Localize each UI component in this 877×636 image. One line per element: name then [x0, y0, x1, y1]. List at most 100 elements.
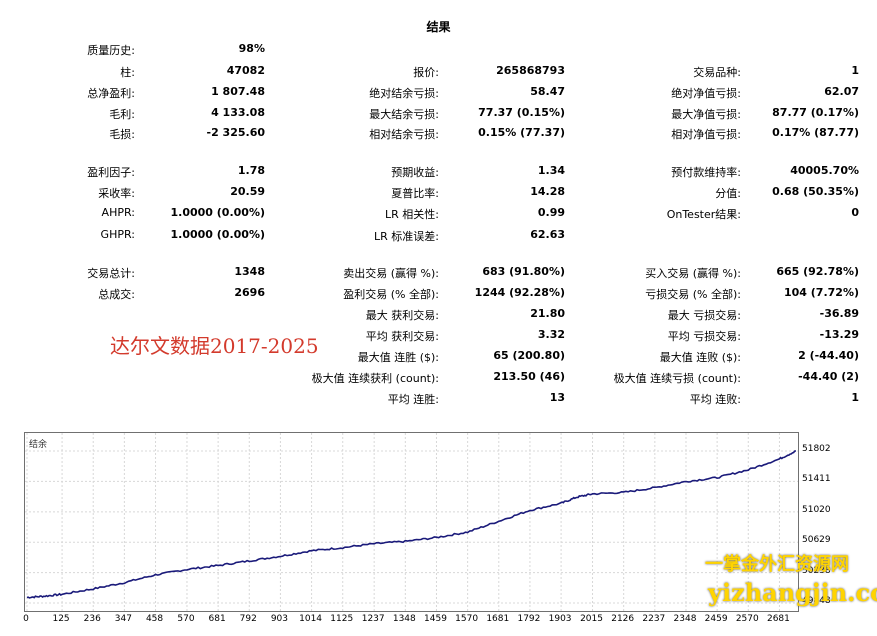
stat-label: LR 相关性: — [385, 208, 439, 221]
stat-label: 最大 亏损交易: — [667, 309, 741, 322]
y-tick-label: 51411 — [802, 474, 831, 485]
x-tick-label: 1459 — [424, 614, 447, 624]
stat-label: 最大结余亏损: — [369, 108, 439, 121]
x-tick-label: 125 — [52, 614, 70, 624]
stat-value: -36.89 — [819, 307, 859, 320]
stat-label: LR 标准误差: — [374, 230, 439, 243]
stat-label: 极大值 连续获利 (count): — [311, 372, 439, 385]
stat-label: 最大值 连败 ($): — [659, 351, 741, 364]
stat-value: 0.17% (87.77) — [772, 126, 859, 139]
stat-value: 1.0000 (0.00%) — [170, 206, 266, 219]
stat-label: AHPR: — [101, 206, 135, 219]
stat-value: -2 325.60 — [206, 126, 266, 139]
stat-label: 夏普比率: — [391, 187, 439, 200]
x-tick-label: 2681 — [766, 614, 790, 624]
stat-label: GHPR: — [100, 228, 135, 241]
stat-label: 预付款维持率: — [671, 166, 741, 179]
stat-label: 亏损交易 (% 全部): — [645, 288, 741, 301]
x-tick-label: 2237 — [642, 614, 666, 624]
stat-label: 报价: — [413, 66, 439, 79]
stat-label: 绝对净值亏损: — [671, 87, 741, 100]
stat-label: OnTester结果: — [666, 208, 741, 221]
y-tick-label: 49848 — [802, 596, 831, 606]
stat-value: 62.07 — [824, 85, 859, 98]
x-tick-label: 1348 — [392, 614, 416, 624]
y-tick-label: 51020 — [802, 504, 831, 515]
stat-value: 213.50 (46) — [493, 370, 565, 383]
stat-label: 预期收益: — [391, 166, 439, 179]
x-tick-label: 1237 — [361, 614, 385, 624]
balance-chart: 结余 — [24, 432, 799, 612]
x-tick-label: 1903 — [548, 614, 572, 624]
stat-value: 0 — [851, 206, 859, 219]
stat-value: 62.63 — [530, 228, 565, 241]
stat-value: 665 (92.78%) — [776, 265, 859, 278]
stat-label: 盈利因子: — [87, 166, 135, 179]
stat-value: 0.99 — [537, 206, 565, 219]
x-tick-label: 1014 — [299, 614, 323, 624]
stat-value: 65 (200.80) — [493, 349, 565, 362]
stat-value: 4 133.08 — [211, 106, 265, 119]
y-tick-label: 51802 — [802, 444, 831, 454]
y-tick-label: 50238 — [802, 565, 831, 576]
stat-label: 极大值 连续亏损 (count): — [613, 372, 741, 385]
stat-value: 14.28 — [530, 185, 565, 198]
x-tick-label: 1125 — [330, 614, 354, 624]
stat-value: 1.0000 (0.00%) — [170, 228, 266, 241]
stat-value: 104 (7.72%) — [783, 286, 859, 299]
stat-label: 质量历史: — [87, 44, 135, 57]
stat-value: 77.37 (0.15%) — [478, 106, 565, 119]
darwin-watermark-text: 达尔文数据2017-2025 — [110, 334, 319, 358]
stat-label: 分值: — [715, 187, 741, 200]
stat-label: 平均 获利交易: — [365, 330, 439, 343]
x-tick-label: 903 — [270, 614, 289, 624]
stat-label: 卖出交易 (赢得 %): — [343, 267, 439, 280]
stat-value: 0.68 (50.35%) — [772, 185, 859, 198]
x-tick-label: 2459 — [704, 614, 728, 624]
stat-label: 交易品种: — [693, 66, 741, 79]
stat-value: 58.47 — [530, 85, 565, 98]
stat-label: 平均 亏损交易: — [667, 330, 741, 343]
stat-label: 绝对结余亏损: — [369, 87, 439, 100]
stat-label: 总净盈利: — [87, 87, 135, 100]
site-watermark-cn: 一掌金外汇资源网 — [705, 554, 849, 575]
report-title: 结果 — [426, 20, 451, 34]
stat-value: 1 — [851, 64, 859, 77]
stat-value: 21.80 — [530, 307, 565, 320]
stat-label: 盈利交易 (% 全部): — [343, 288, 439, 301]
stat-value: 1348 — [234, 265, 265, 278]
stat-value: 98% — [238, 42, 265, 55]
x-tick-label: 2126 — [611, 614, 635, 624]
stat-value: 2 (-44.40) — [798, 349, 859, 362]
stat-value: 20.59 — [230, 185, 265, 198]
balance-chart-svg — [25, 433, 798, 611]
stat-value: 1.34 — [537, 164, 565, 177]
stat-label: 毛损: — [109, 128, 135, 141]
x-tick-label: 0 — [23, 614, 29, 624]
x-tick-label: 681 — [208, 614, 226, 624]
balance-line — [26, 450, 796, 599]
stat-label: 最大 获利交易: — [365, 309, 439, 322]
stat-label: 柱: — [120, 66, 135, 79]
stat-value: 2696 — [234, 286, 265, 299]
x-tick-label: 458 — [145, 614, 164, 624]
stat-value: 683 (91.80%) — [482, 265, 565, 278]
stat-value: -44.40 (2) — [798, 370, 859, 383]
stat-value: 1244 (92.28%) — [474, 286, 565, 299]
stat-label: 交易总计: — [87, 267, 135, 280]
x-tick-label: 2570 — [735, 614, 759, 624]
x-tick-label: 570 — [177, 614, 195, 624]
stat-value: 3.32 — [537, 328, 565, 341]
x-tick-label: 2015 — [580, 614, 603, 624]
x-tick-label: 347 — [114, 614, 132, 624]
stat-value: -13.29 — [819, 328, 859, 341]
stat-label: 最大净值亏损: — [671, 108, 741, 121]
stat-label: 平均 连胜: — [387, 393, 439, 406]
x-tick-label: 1792 — [517, 614, 541, 624]
stat-value: 1.78 — [237, 164, 265, 177]
stat-value: 1 807.48 — [211, 85, 265, 98]
stat-label: 相对结余亏损: — [369, 128, 439, 141]
x-tick-label: 1681 — [486, 614, 510, 624]
x-tick-label: 792 — [239, 614, 257, 624]
stat-value: 13 — [549, 391, 565, 404]
